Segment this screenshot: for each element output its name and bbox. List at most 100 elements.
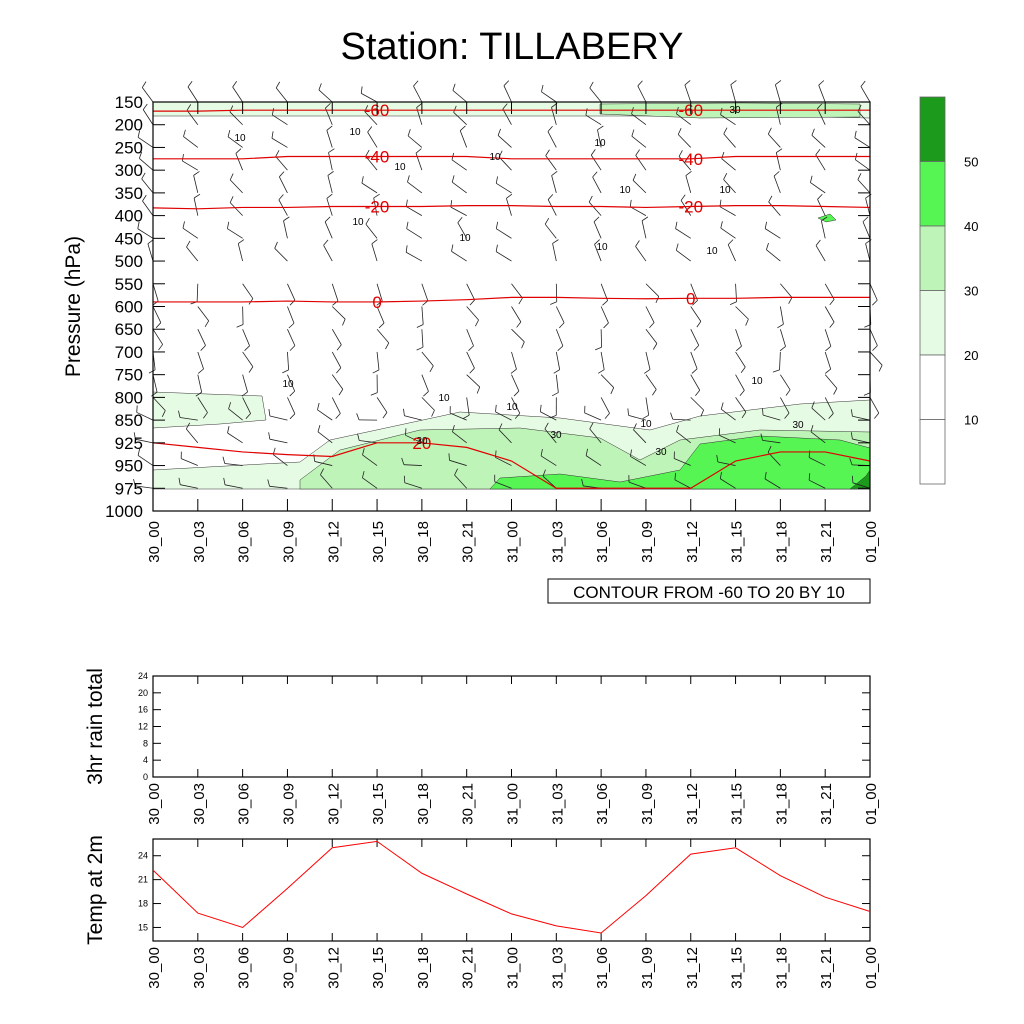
wind-barb: [720, 402, 736, 421]
wind-barb: [136, 405, 154, 421]
x-tick-label: 31_00: [505, 783, 522, 825]
x-tick-label: 30_03: [191, 521, 208, 563]
wind-barb: [632, 173, 647, 194]
wind-barb: [495, 176, 512, 194]
wind-barbs: [133, 80, 883, 489]
panel-frame: [152, 838, 871, 942]
x-tick-label: 01_00: [863, 783, 880, 825]
wind-barb: [227, 426, 243, 444]
wind-barb: [584, 405, 602, 421]
wind-barb: [287, 329, 296, 351]
wind-barb: [275, 81, 288, 103]
x-tick-label: 31_06: [594, 947, 611, 989]
wind-barb: [723, 127, 736, 148]
x-tick-label: 31_03: [549, 521, 566, 563]
wind-barb: [547, 125, 557, 148]
wind-barb: [356, 413, 378, 421]
wind-barb: [331, 374, 344, 396]
wind-barb: [331, 306, 346, 326]
wind-barb: [772, 351, 781, 373]
wind-barb: [495, 404, 512, 421]
wind-barb: [555, 329, 564, 352]
wind-barb: [236, 306, 244, 328]
wind-barb: [371, 239, 378, 262]
x-tick-label: 30_06: [236, 783, 253, 825]
temp-contour-label: -40: [678, 150, 703, 169]
wind-barb: [593, 216, 602, 239]
wind-barb: [197, 329, 206, 351]
wind-barb: [549, 397, 557, 419]
wind-barb: [148, 351, 156, 374]
wind-barb: [242, 329, 250, 351]
wind-barb: [466, 329, 474, 351]
wind-barb: [326, 125, 333, 148]
wind-barb: [237, 239, 245, 262]
x-tick-label: 31_21: [818, 783, 835, 825]
wind-barb: [735, 306, 749, 326]
y-tick-label: 20: [138, 688, 148, 698]
panel-frame: [152, 675, 871, 778]
wind-barb: [735, 374, 745, 397]
wind-barb: [735, 397, 747, 419]
wind-barb: [331, 329, 342, 351]
x-tick-label: 31_18: [773, 783, 790, 825]
x-tick-label: 30_21: [460, 783, 477, 825]
wind-barb: [287, 306, 295, 329]
wind-barb: [641, 216, 649, 239]
wind-barb: [727, 239, 736, 262]
temp-contour-line: [152, 205, 871, 210]
contour-note-box: [547, 578, 871, 604]
wind-barb: [137, 130, 154, 148]
wind-barb: [721, 151, 736, 171]
y-tick-label: 12: [138, 722, 148, 732]
wind-barb: [186, 240, 199, 262]
wind-barb: [600, 283, 608, 306]
wind-barb: [362, 470, 378, 489]
wind-barb: [197, 306, 210, 328]
wind-barb: [413, 80, 423, 103]
y-tick-label: 550: [115, 275, 143, 294]
wind-speed-label: 10: [751, 376, 763, 387]
wind-barb: [824, 283, 835, 306]
wind-barb: [367, 126, 378, 148]
temp-contour-label: -20: [365, 198, 390, 217]
wind-barb: [597, 351, 605, 374]
temp-contour-label: 20: [412, 434, 431, 453]
legend-box: [919, 290, 946, 356]
wind-barb: [318, 83, 333, 103]
y-tick-label: 16: [138, 705, 148, 715]
wind-barb: [631, 129, 647, 148]
x-tick-label: 31_12: [684, 947, 701, 989]
wind-barb: [541, 84, 557, 103]
wind-speed-label: 10: [619, 185, 631, 196]
wind-barb: [320, 468, 333, 489]
wind-barb: [869, 397, 880, 419]
legend-box: [919, 96, 946, 162]
wind-barb: [716, 455, 736, 466]
wind-barb: [466, 351, 475, 374]
wind-barb: [511, 283, 523, 305]
wind-barb: [730, 283, 737, 306]
wind-barb: [592, 171, 602, 194]
wind-barb: [451, 175, 467, 194]
wind-barb: [635, 240, 647, 262]
wind-barb: [376, 306, 385, 329]
wind-barb: [242, 351, 254, 373]
wind-barb: [811, 128, 826, 148]
y-tick-label: 950: [115, 457, 143, 476]
wind-barb: [401, 457, 422, 466]
wind-barb: [466, 306, 479, 327]
wind-barb: [183, 129, 199, 148]
x-tick-label: 30_00: [146, 783, 163, 825]
x-tick-label: 30_06: [236, 521, 253, 563]
wind-barb: [817, 103, 826, 125]
x-tick-label: 30_09: [280, 521, 297, 563]
x-tick-label: 01_00: [863, 947, 880, 989]
wind-barb: [854, 152, 871, 171]
y-tick-label: 650: [115, 320, 143, 339]
wind-barb: [141, 172, 154, 194]
wind-speed-label: 10: [594, 138, 606, 149]
wind-barb: [133, 478, 154, 489]
wind-barb: [594, 239, 602, 262]
wind-barb: [495, 244, 512, 262]
